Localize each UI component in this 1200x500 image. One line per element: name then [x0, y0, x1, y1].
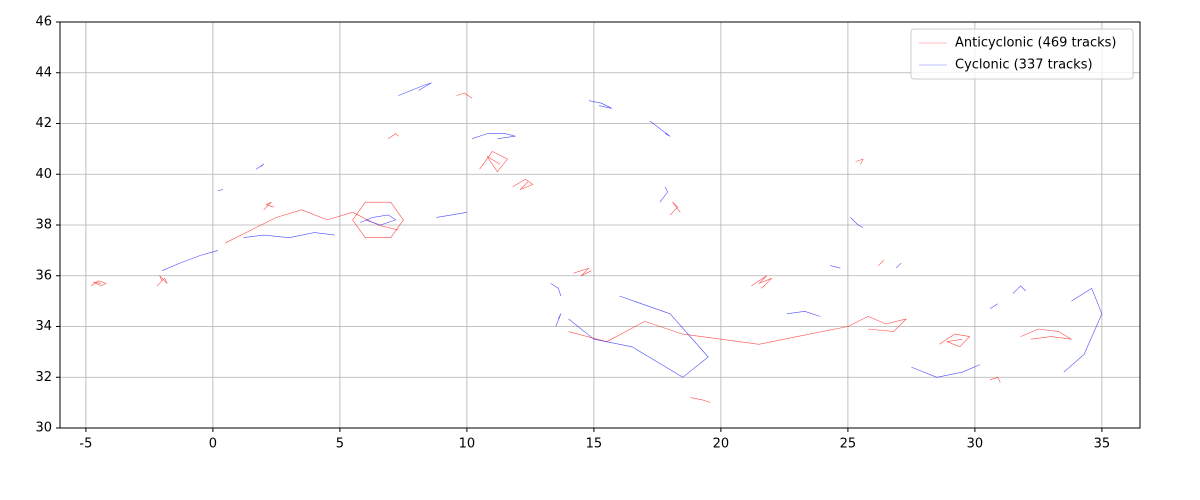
eddy-track	[512, 179, 534, 190]
x-tick-label: 35	[1094, 437, 1111, 452]
eddy-track	[436, 212, 467, 218]
eddy-track	[990, 377, 1001, 383]
plot-frame	[59, 21, 1141, 429]
eddy-track	[911, 364, 981, 378]
eddy-track	[161, 250, 219, 271]
eddy-track	[850, 217, 864, 228]
eddy-track	[456, 92, 473, 99]
x-tick-label: -5	[79, 437, 92, 452]
eddy-track	[568, 295, 709, 378]
eddy-track	[588, 100, 612, 109]
eddy-track	[786, 311, 821, 317]
x-tick-label: 15	[586, 437, 603, 452]
x-tick-label: 30	[967, 437, 984, 452]
eddy-track	[352, 201, 404, 238]
y-tick-label: 44	[35, 65, 52, 80]
eddy-track	[398, 82, 432, 96]
y-tick-label: 32	[35, 370, 52, 385]
eddy-track	[939, 333, 971, 348]
eddy-track	[388, 133, 399, 139]
y-tick-label: 42	[35, 116, 52, 131]
x-tick-label: 5	[336, 437, 344, 452]
eddy-track	[243, 232, 335, 238]
eddy-track	[573, 267, 592, 277]
legend: Anticyclonic (469 tracks) Cyclonic (337 t…	[910, 28, 1134, 80]
y-tick-label: 34	[35, 319, 52, 334]
eddy-track	[1020, 328, 1072, 340]
eddy-track	[855, 158, 864, 165]
y-tick-label: 46	[35, 15, 52, 30]
eddy-track	[555, 313, 562, 327]
eddy-track	[1012, 285, 1026, 294]
x-tick-label: 10	[459, 437, 476, 452]
legend-box	[910, 28, 1134, 80]
eddy-track	[263, 201, 274, 211]
eddy-track	[830, 265, 841, 269]
eddy-track	[847, 316, 907, 332]
x-tick-label: 20	[713, 437, 730, 452]
eddy-track	[989, 303, 998, 309]
eddy-track	[659, 186, 668, 203]
eddy-track	[255, 163, 264, 170]
eddy-track	[550, 283, 562, 297]
eddy-track	[669, 201, 681, 216]
eddy-track	[649, 120, 671, 137]
y-tick-label: 30	[35, 421, 52, 436]
eddy-track	[690, 397, 711, 403]
y-tick-label: 38	[35, 218, 52, 233]
eddy-track	[360, 214, 397, 226]
y-tick-label: 36	[35, 268, 52, 283]
eddy-track	[90, 280, 107, 287]
eddy-track	[479, 151, 508, 172]
y-tick-label: 40	[35, 167, 52, 182]
legend-label: Cyclonic (337 tracks)	[955, 58, 1093, 73]
eddy-track	[156, 275, 168, 287]
x-tick-label: 25	[840, 437, 857, 452]
eddy-track	[895, 262, 902, 269]
eddy-track	[568, 321, 848, 345]
eddy-track	[1063, 288, 1103, 373]
eddy-track	[217, 189, 224, 191]
eddy-track	[471, 133, 516, 139]
legend-label: Anticyclonic (469 tracks)	[955, 36, 1116, 51]
eddy-track	[878, 260, 884, 266]
x-tick-label: 0	[209, 437, 217, 452]
eddy-track	[751, 275, 772, 289]
